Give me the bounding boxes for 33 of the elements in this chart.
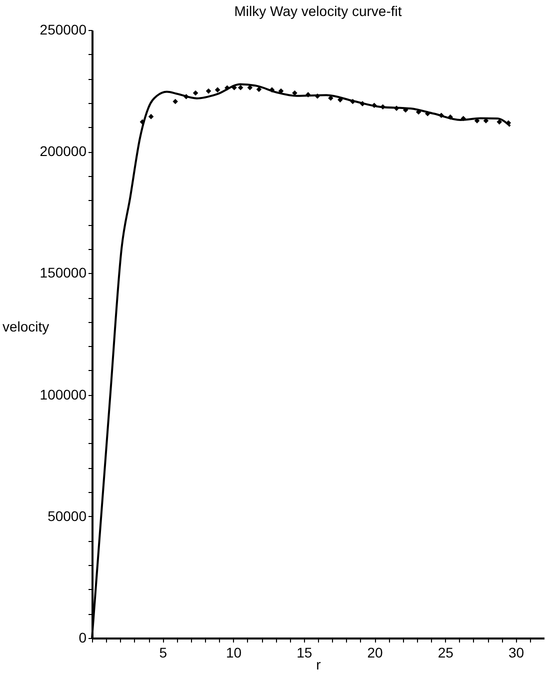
point [305,92,311,98]
y-axis-title: velocity [2,318,50,334]
point [206,88,212,94]
point [140,119,146,125]
point [148,114,154,120]
chart-title: Milky Way velocity curve-fit [234,3,402,19]
y-tick-label: 50000 [48,508,87,524]
point [238,84,244,90]
x-tick-label: 5 [159,644,168,660]
point [256,86,262,92]
y-tick-label: 100000 [40,386,87,402]
point [372,102,377,108]
point [214,87,220,92]
x-tick-label: 20 [367,644,383,660]
point [402,107,408,113]
point [269,87,275,92]
x-tick-label: 15 [296,644,312,660]
point [424,111,430,116]
point [438,112,444,118]
point [192,90,198,96]
x-tick-label: 10 [226,644,242,660]
point [460,116,466,122]
point [496,119,502,125]
point [448,114,453,120]
x-tick-label: 25 [438,644,454,660]
y-tick-label: 250000 [40,22,87,38]
y-tick-label: 0 [78,630,87,646]
x-tick-label: 30 [508,644,524,660]
y-tick-label: 150000 [40,264,87,281]
y-tick-label: 200000 [40,143,87,160]
point [184,94,189,100]
x-axis-title: r [316,656,322,672]
point [314,94,320,99]
